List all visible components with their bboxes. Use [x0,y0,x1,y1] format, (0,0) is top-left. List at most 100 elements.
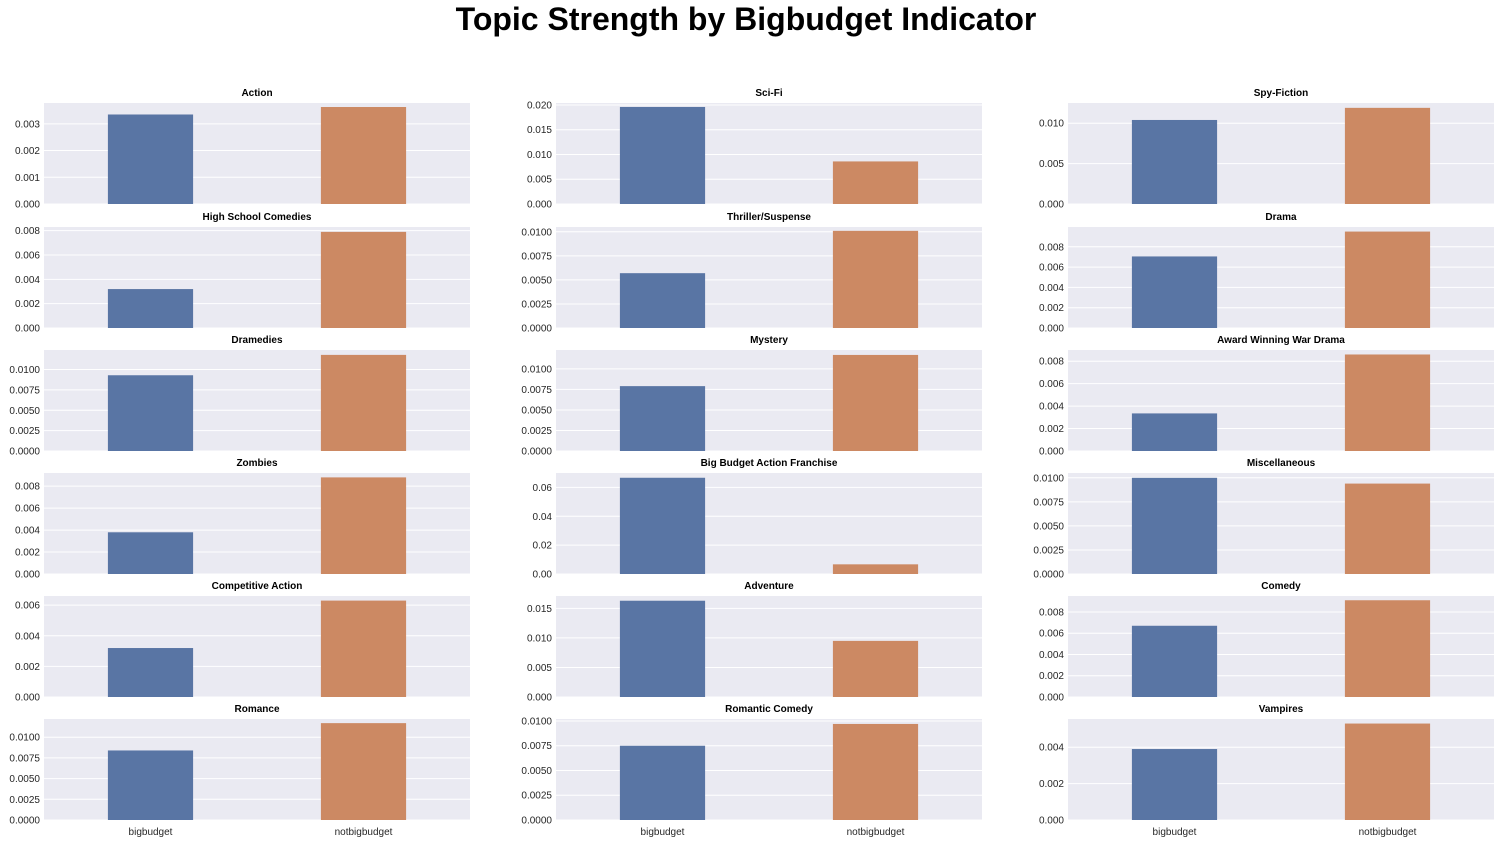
x-tick-label: notbigbudget [847,827,905,838]
y-tick-label: 0.006 [15,504,40,515]
y-tick-label: 0.002 [1039,424,1064,435]
subplot-title: Miscellaneous [1247,458,1316,469]
subplot-title: Thriller/Suspense [727,212,811,223]
y-tick-label: 0.0100 [521,716,552,727]
subplot-title: Vampires [1259,704,1304,715]
y-tick-label: 0.0000 [521,324,552,335]
y-tick-label: 0.000 [15,570,40,581]
subplot: 0.000 0.002 0.004 0.006 0.008 Comedy [1039,581,1494,704]
y-tick-label: 0.010 [527,633,552,644]
y-tick-label: 0.0075 [521,385,552,396]
bar-notbigbudget [832,723,919,820]
y-tick-label: 0.008 [1039,242,1064,253]
y-tick-label: 0.008 [15,482,40,493]
bar-bigbudget [619,106,706,204]
subplot-title: Adventure [744,581,794,592]
bar-bigbudget [619,745,706,820]
subplot-title: Dramedies [231,335,283,346]
x-tick-label: notbigbudget [1359,827,1417,838]
y-tick-label: 0.010 [1039,119,1064,130]
y-tick-label: 0.00 [533,570,553,581]
bar-notbigbudget [832,161,919,204]
y-tick-label: 0.004 [1039,743,1064,754]
bar-notbigbudget [320,600,407,697]
y-tick-label: 0.008 [1039,357,1064,368]
y-tick-label: 0.001 [15,173,40,184]
y-tick-label: 0.020 [527,100,552,111]
y-tick-label: 0.006 [15,250,40,261]
y-tick-label: 0.0075 [521,251,552,262]
y-tick-label: 0.0000 [521,447,552,458]
bar-notbigbudget [832,564,919,574]
subplot-title: Zombies [236,458,278,469]
bar-notbigbudget [320,107,407,204]
subplot: 0.000 0.005 0.010 0.015 Adventure [527,581,982,704]
subplot: 0.0000 0.0025 0.0050 0.0075 0.0100 Romance big… [9,704,470,838]
y-tick-label: 0.0100 [521,364,552,375]
y-tick-label: 0.0075 [9,753,40,764]
subplot: 0.000 0.002 0.004 0.006 0.008 Award Winning W… [1039,335,1494,458]
subplot: 0.0000 0.0025 0.0050 0.0075 0.0100 Thriller/S… [521,212,982,335]
subplot-title: High School Comedies [203,212,312,223]
y-tick-label: 0.0050 [9,774,40,785]
y-tick-label: 0.000 [527,200,552,211]
bar-bigbudget [1131,477,1218,574]
y-tick-label: 0.015 [527,604,552,615]
y-tick-label: 0.000 [527,693,552,704]
y-tick-label: 0.0000 [1033,570,1064,581]
y-tick-label: 0.006 [15,601,40,612]
y-tick-label: 0.0100 [1033,473,1064,484]
y-tick-label: 0.000 [1039,200,1064,211]
bar-bigbudget [1131,625,1218,697]
subplot: 0.0000 0.0025 0.0050 0.0075 0.0100 Miscellane… [1033,458,1494,581]
y-tick-label: 0.004 [15,631,40,642]
subplot-title: Mystery [750,335,788,346]
y-tick-label: 0.0050 [1033,521,1064,532]
y-tick-label: 0.0025 [9,426,40,437]
bar-notbigbudget [320,231,407,328]
subplot: 0.00 0.02 0.04 0.06 Big Budget Action Franch… [533,458,982,581]
y-tick-label: 0.04 [533,512,553,523]
bar-bigbudget [619,477,706,574]
subplot-title: Comedy [1261,581,1301,592]
bar-notbigbudget [832,230,919,328]
y-tick-label: 0.0025 [9,795,40,806]
bar-bigbudget [107,532,194,574]
subplot: 0.000 0.002 0.004 Vampires bigbudget notbigbu… [1039,704,1494,838]
bar-bigbudget [1131,749,1218,820]
y-tick-label: 0.0100 [521,227,552,238]
y-tick-label: 0.0000 [9,447,40,458]
bar-bigbudget [107,648,194,697]
subplot-title: Spy-Fiction [1254,88,1308,99]
y-tick-label: 0.000 [1039,324,1064,335]
subplot-title: Big Budget Action Franchise [701,458,838,469]
subplot: 0.000 0.002 0.004 0.006 Competitive Action [15,581,470,704]
y-tick-label: 0.0050 [9,406,40,417]
y-tick-label: 0.015 [527,125,552,136]
subplot-title: Award Winning War Drama [1217,335,1345,346]
bar-bigbudget [1131,119,1218,204]
y-tick-label: 0.0075 [9,385,40,396]
bar-notbigbudget [1344,231,1431,328]
y-tick-label: 0.002 [15,548,40,559]
y-tick-label: 0.005 [527,663,552,674]
figure-title: Topic Strength by Bigbudget Indicator [455,1,1037,37]
y-tick-label: 0.0075 [1033,497,1064,508]
x-tick-label: bigbudget [129,827,173,838]
subplot-title: Drama [1265,212,1297,223]
y-tick-label: 0.002 [15,299,40,310]
bar-notbigbudget [832,640,919,697]
subplot: 0.000 0.002 0.004 0.006 0.008 Zombies [15,458,470,581]
y-tick-label: 0.008 [15,226,40,237]
bar-bigbudget [1131,413,1218,451]
bar-bigbudget [107,375,194,451]
subplot-title: Sci-Fi [755,88,782,99]
bar-notbigbudget [320,723,407,820]
bar-bigbudget [107,289,194,328]
bar-notbigbudget [1344,354,1431,451]
y-tick-label: 0.0075 [521,741,552,752]
subplot: 0.000 0.002 0.004 0.006 0.008 Drama [1039,212,1494,335]
y-tick-label: 0.010 [527,150,552,161]
y-tick-label: 0.000 [1039,447,1064,458]
bar-notbigbudget [832,354,919,451]
